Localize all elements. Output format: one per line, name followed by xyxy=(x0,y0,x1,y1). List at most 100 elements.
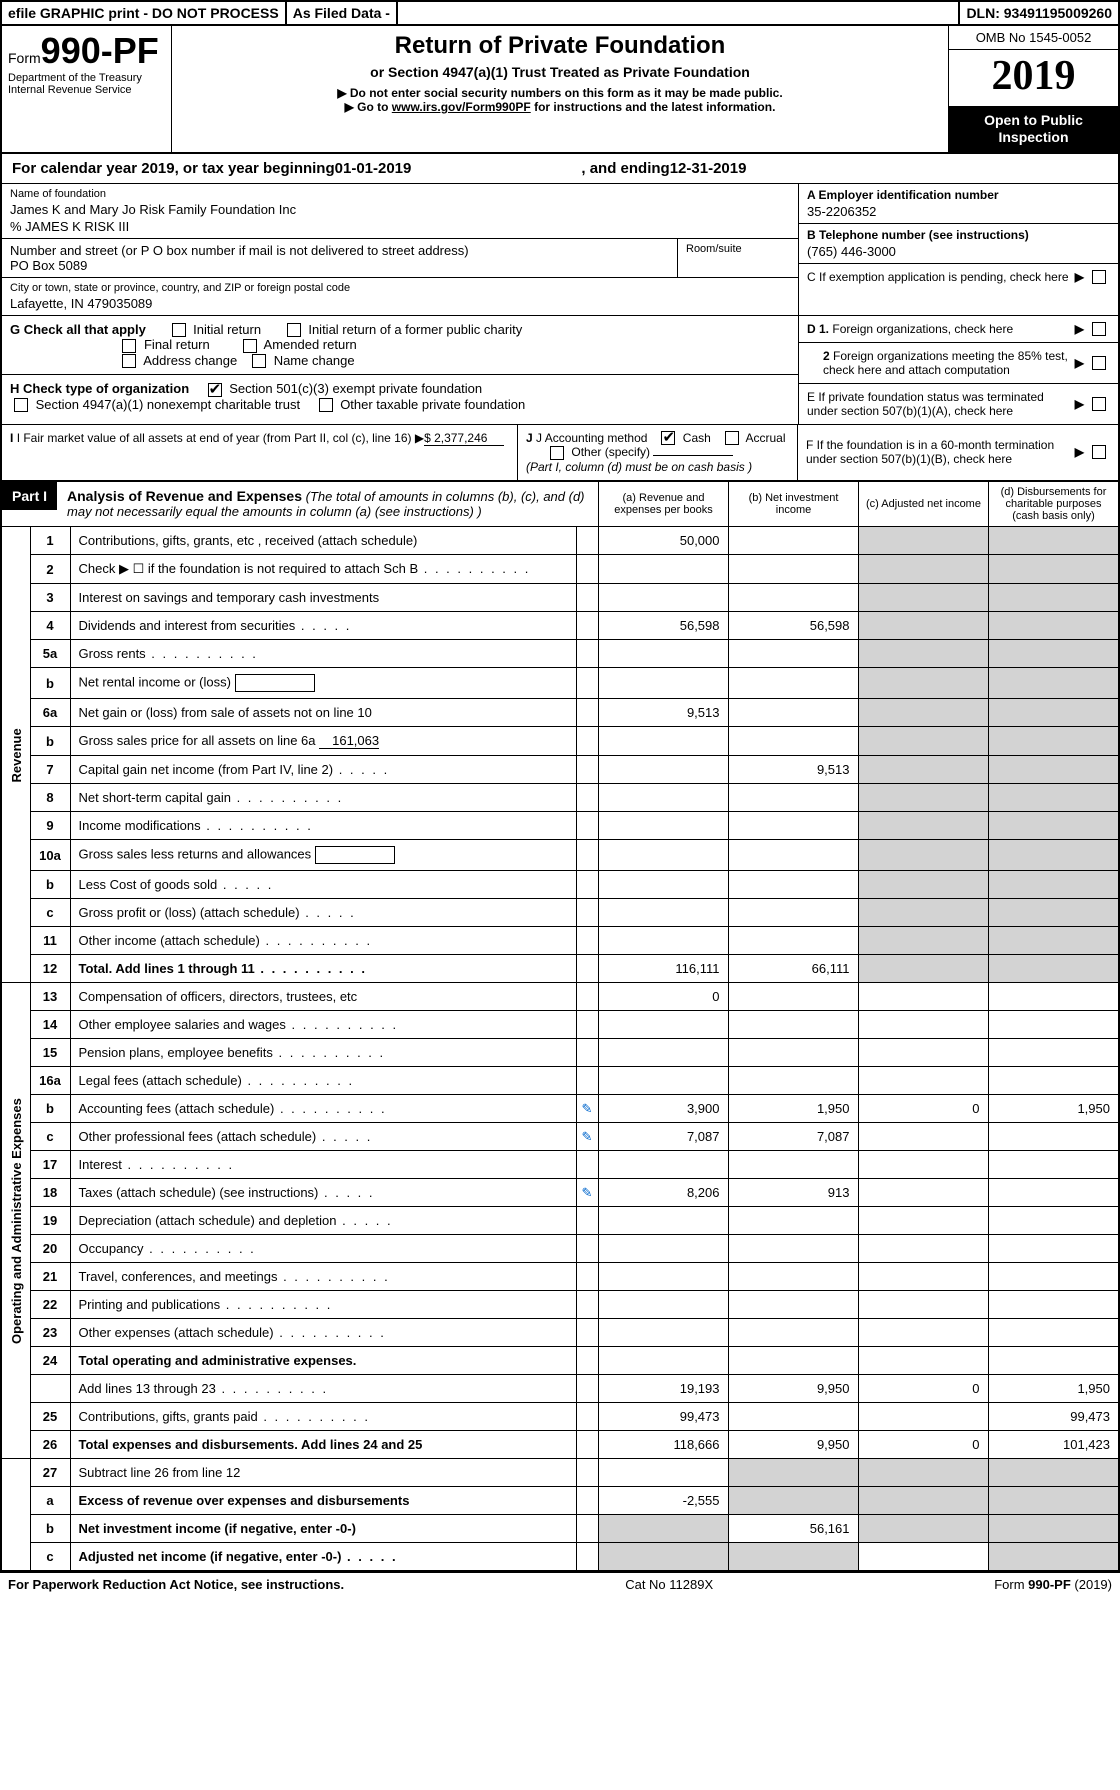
value-cell xyxy=(988,1011,1118,1039)
table-row: 6aNet gain or (loss) from sale of assets… xyxy=(2,699,1118,727)
value-cell: 118,666 xyxy=(598,1431,728,1459)
line-description: Other employee salaries and wages xyxy=(70,1011,576,1039)
line-number: a xyxy=(30,1487,70,1515)
value-cell xyxy=(728,727,858,756)
table-row: 23Other expenses (attach schedule) xyxy=(2,1319,1118,1347)
value-cell xyxy=(988,555,1118,584)
value-cell: 0 xyxy=(858,1095,988,1123)
value-cell xyxy=(728,1263,858,1291)
value-cell xyxy=(858,1515,988,1543)
value-cell xyxy=(988,1543,1118,1571)
value-cell xyxy=(858,1039,988,1067)
attachment-icon-cell xyxy=(576,1067,598,1095)
line-description: Total operating and administrative expen… xyxy=(70,1347,576,1375)
line-description: Occupancy xyxy=(70,1235,576,1263)
value-cell xyxy=(858,1179,988,1207)
checkbox-address[interactable] xyxy=(122,354,136,368)
checkbox-d2[interactable] xyxy=(1092,356,1106,370)
value-cell: 1,950 xyxy=(988,1095,1118,1123)
ein-cell: A Employer identification number 35-2206… xyxy=(799,184,1118,224)
value-cell xyxy=(988,727,1118,756)
line-number: 16a xyxy=(30,1067,70,1095)
table-row: 15Pension plans, employee benefits xyxy=(2,1039,1118,1067)
line-number: c xyxy=(30,1123,70,1151)
attachment-icon-cell xyxy=(576,1011,598,1039)
table-row: bGross sales price for all assets on lin… xyxy=(2,727,1118,756)
line-description: Compensation of officers, directors, tru… xyxy=(70,983,576,1011)
line-number: b xyxy=(30,1095,70,1123)
line-description: Contributions, gifts, grants paid xyxy=(70,1403,576,1431)
line-number: 10a xyxy=(30,840,70,871)
table-row: 12Total. Add lines 1 through 11116,11166… xyxy=(2,955,1118,983)
value-cell xyxy=(988,1263,1118,1291)
checkbox-initial[interactable] xyxy=(172,323,186,337)
form-title: Return of Private Foundation xyxy=(182,32,938,60)
line-description: Taxes (attach schedule) (see instruction… xyxy=(70,1179,576,1207)
value-cell xyxy=(988,1515,1118,1543)
line-number: b xyxy=(30,727,70,756)
topbar: efile GRAPHIC print - DO NOT PROCESS As … xyxy=(2,2,1118,26)
value-cell xyxy=(728,784,858,812)
checkbox-501c3[interactable] xyxy=(208,383,222,397)
table-row: 2Check ▶ ☐ if the foundation is not requ… xyxy=(2,555,1118,584)
value-cell xyxy=(598,756,728,784)
value-cell xyxy=(728,1235,858,1263)
line-description: Add lines 13 through 23 xyxy=(70,1375,576,1403)
line-number: 2 xyxy=(30,555,70,584)
line-number: 1 xyxy=(30,527,70,555)
value-cell xyxy=(858,840,988,871)
attachment-icon[interactable]: ✎ xyxy=(582,1185,593,1200)
attachment-icon-cell: ✎ xyxy=(576,1123,598,1151)
value-cell xyxy=(988,1319,1118,1347)
value-cell xyxy=(728,584,858,612)
checkbox-accrual[interactable] xyxy=(725,431,739,445)
value-cell: 913 xyxy=(728,1179,858,1207)
line-description: Gross sales less returns and allowances xyxy=(70,840,576,871)
attachment-icon-cell xyxy=(576,668,598,699)
value-cell xyxy=(598,555,728,584)
attachment-icon[interactable]: ✎ xyxy=(582,1129,593,1144)
value-cell xyxy=(728,983,858,1011)
checkbox-cash[interactable] xyxy=(661,431,675,445)
attachment-icon-cell xyxy=(576,527,598,555)
checkbox-f[interactable] xyxy=(1092,445,1106,459)
irs-link[interactable]: www.irs.gov/Form990PF xyxy=(392,100,531,114)
year-begin: 01-01-2019 xyxy=(335,160,412,177)
value-cell xyxy=(858,1403,988,1431)
line-description: Other expenses (attach schedule) xyxy=(70,1319,576,1347)
checkbox-name[interactable] xyxy=(252,354,266,368)
value-cell xyxy=(858,871,988,899)
cat-number: Cat No 11289X xyxy=(344,1577,994,1592)
line-number: 18 xyxy=(30,1179,70,1207)
checkbox-final[interactable] xyxy=(122,339,136,353)
checkbox-initial-former[interactable] xyxy=(287,323,301,337)
value-cell xyxy=(728,555,858,584)
checkbox-c[interactable] xyxy=(1092,270,1106,284)
instr-2: ▶ Go to www.irs.gov/Form990PF for instru… xyxy=(182,100,938,114)
value-cell: 3,900 xyxy=(598,1095,728,1123)
check-d1: D 1. D 1. Foreign organizations, check h… xyxy=(799,316,1118,343)
table-row: 25Contributions, gifts, grants paid99,47… xyxy=(2,1403,1118,1431)
part1-table: Revenue1Contributions, gifts, grants, et… xyxy=(2,527,1118,1571)
paperwork-notice: For Paperwork Reduction Act Notice, see … xyxy=(8,1577,344,1592)
table-row: 11Other income (attach schedule) xyxy=(2,927,1118,955)
value-cell xyxy=(988,927,1118,955)
checkbox-4947[interactable] xyxy=(14,398,28,412)
value-cell xyxy=(728,1151,858,1179)
attachment-icon[interactable]: ✎ xyxy=(582,1101,593,1116)
checkbox-d1[interactable] xyxy=(1092,322,1106,336)
value-cell xyxy=(598,1151,728,1179)
line-number: c xyxy=(30,899,70,927)
value-cell: -2,555 xyxy=(598,1487,728,1515)
checkbox-amended[interactable] xyxy=(243,339,257,353)
checkbox-other-tax[interactable] xyxy=(319,398,333,412)
title-col: Return of Private Foundation or Section … xyxy=(172,26,948,152)
value-cell xyxy=(728,1319,858,1347)
value-cell xyxy=(598,1207,728,1235)
value-cell xyxy=(728,1039,858,1067)
checkbox-other-method[interactable] xyxy=(550,446,564,460)
line-description: Gross sales price for all assets on line… xyxy=(70,727,576,756)
line-description: Depreciation (attach schedule) and deple… xyxy=(70,1207,576,1235)
checkbox-e[interactable] xyxy=(1092,397,1106,411)
line-description: Subtract line 26 from line 12 xyxy=(70,1459,576,1487)
